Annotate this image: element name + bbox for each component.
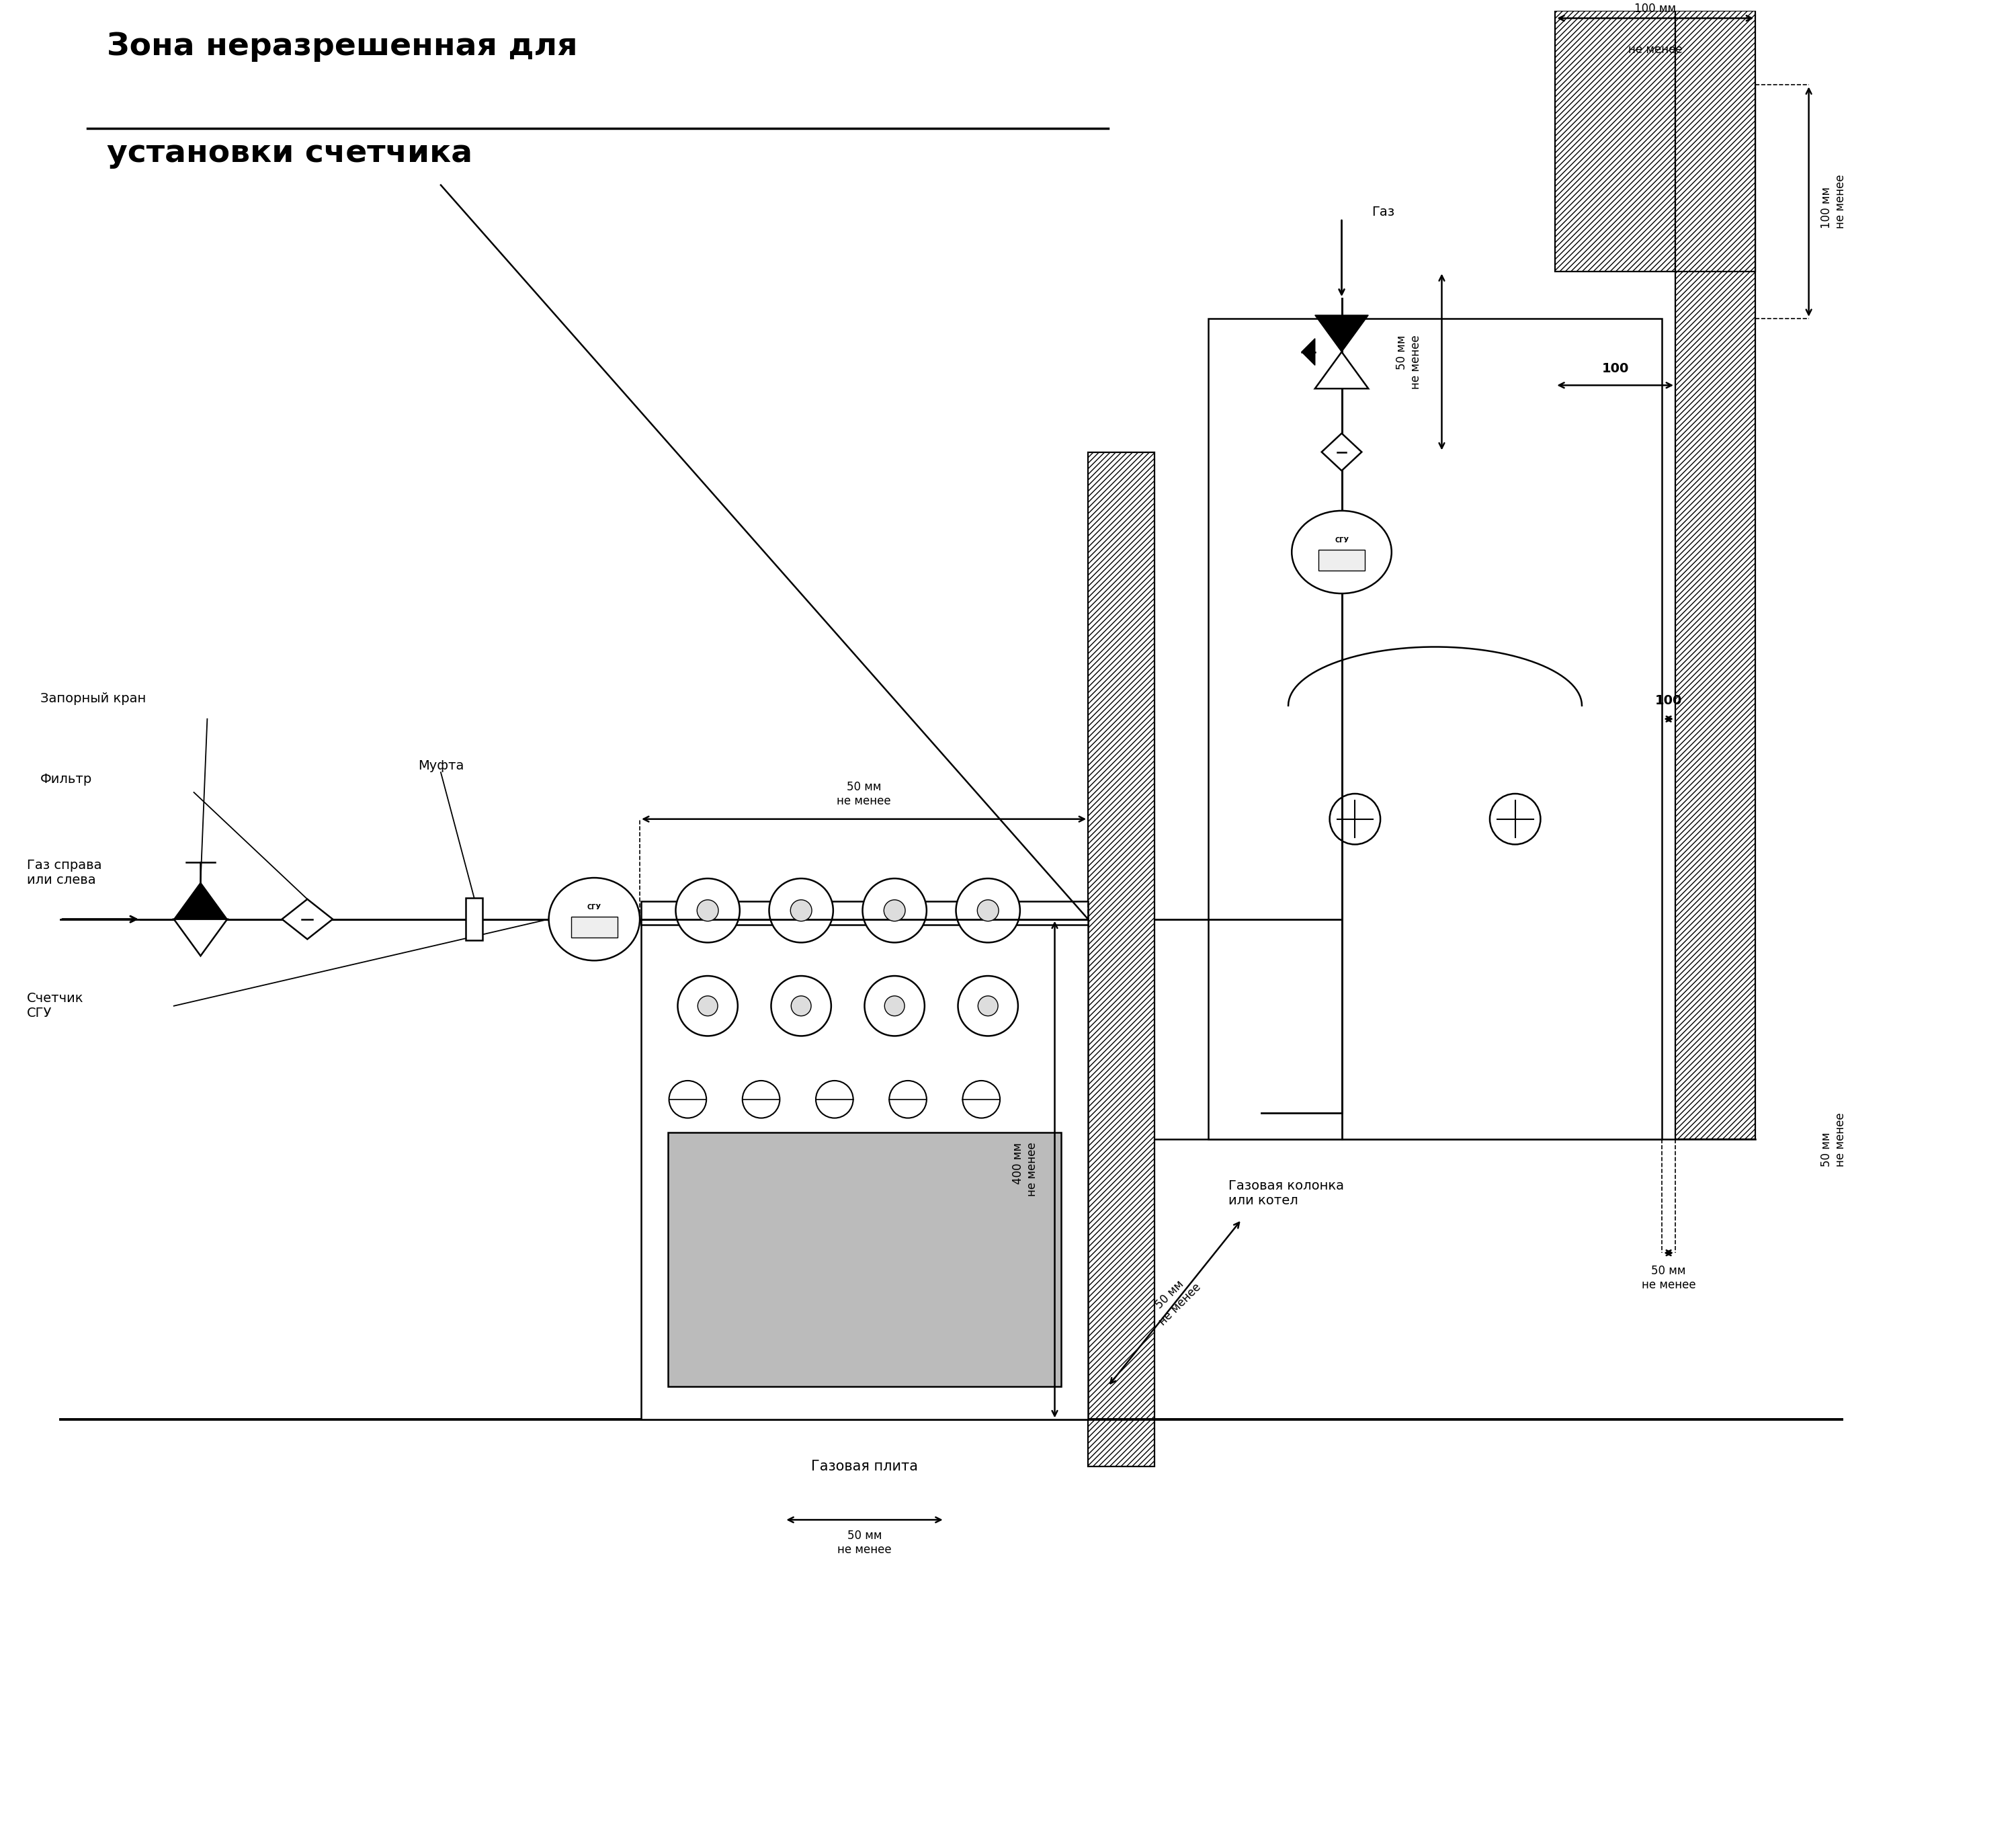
Text: 50 мм
не менее: 50 мм не менее (1147, 1272, 1204, 1328)
Bar (1554, 11, 1675, 271)
Circle shape (956, 878, 1020, 942)
Circle shape (978, 900, 998, 922)
Text: СГУ: СГУ (1335, 537, 1349, 543)
Circle shape (1331, 794, 1381, 844)
Ellipse shape (1292, 510, 1391, 594)
Text: СГУ: СГУ (587, 904, 601, 911)
Circle shape (742, 1080, 780, 1119)
Ellipse shape (548, 878, 639, 960)
Text: 50 мм
не менее: 50 мм не менее (1820, 1111, 1847, 1166)
Bar (1318, 550, 1365, 570)
Polygon shape (1314, 315, 1369, 352)
Bar (1089, 452, 1155, 1467)
Polygon shape (1322, 434, 1361, 470)
Text: Газовая плита: Газовая плита (810, 1459, 917, 1474)
Text: Газ справа
или слева: Газ справа или слева (26, 858, 103, 885)
Bar (1675, 86, 1756, 1139)
Circle shape (865, 977, 925, 1037)
Text: 100: 100 (1601, 363, 1629, 375)
Bar (1208, 319, 1661, 1139)
Bar (641, 902, 1089, 924)
Bar (641, 918, 1089, 1419)
Circle shape (677, 977, 738, 1037)
Text: 400 мм
не менее: 400 мм не менее (1012, 1142, 1038, 1197)
Circle shape (698, 900, 718, 922)
Polygon shape (173, 918, 228, 957)
Circle shape (958, 977, 1018, 1037)
Circle shape (883, 900, 905, 922)
Text: 100 мм
не менее: 100 мм не менее (1820, 175, 1847, 230)
Circle shape (978, 997, 998, 1017)
Text: установки счетчика: установки счетчика (107, 138, 474, 169)
Text: Фильтр: Фильтр (40, 773, 93, 785)
Circle shape (816, 1080, 853, 1119)
Circle shape (962, 1080, 1000, 1119)
Text: 50 мм
не менее: 50 мм не менее (1641, 1264, 1695, 1292)
Text: Муфта: Муфта (417, 760, 464, 773)
Bar (571, 916, 617, 938)
Circle shape (889, 1080, 927, 1119)
Text: не менее: не менее (1629, 44, 1683, 56)
Polygon shape (1314, 352, 1369, 388)
Text: Газовая колонка
или котел: Газовая колонка или котел (1228, 1179, 1345, 1206)
Text: Зона неразрешенная для: Зона неразрешенная для (107, 31, 579, 62)
Polygon shape (1302, 339, 1314, 364)
Polygon shape (282, 898, 333, 938)
Text: 50 мм
не менее: 50 мм не менее (837, 1530, 891, 1556)
Circle shape (790, 997, 810, 1017)
Bar (1675, 11, 1756, 271)
Text: 100: 100 (1655, 694, 1681, 707)
Circle shape (770, 878, 833, 942)
Circle shape (863, 878, 927, 942)
Text: Газ: Газ (1371, 206, 1395, 219)
Polygon shape (173, 882, 228, 918)
Circle shape (669, 1080, 706, 1119)
Circle shape (1490, 794, 1540, 844)
Text: Счетчик
СГУ: Счетчик СГУ (26, 993, 85, 1020)
Text: 100 мм: 100 мм (1635, 4, 1675, 15)
Circle shape (698, 997, 718, 1017)
Circle shape (770, 977, 831, 1037)
Bar (667, 1133, 1060, 1387)
Text: 50 мм
не менее: 50 мм не менее (837, 782, 891, 807)
Circle shape (675, 878, 740, 942)
Circle shape (790, 900, 812, 922)
Bar (466, 898, 482, 940)
Circle shape (885, 997, 905, 1017)
Text: 50 мм
не менее: 50 мм не менее (1395, 335, 1421, 388)
Text: Запорный кран: Запорный кран (40, 692, 145, 705)
